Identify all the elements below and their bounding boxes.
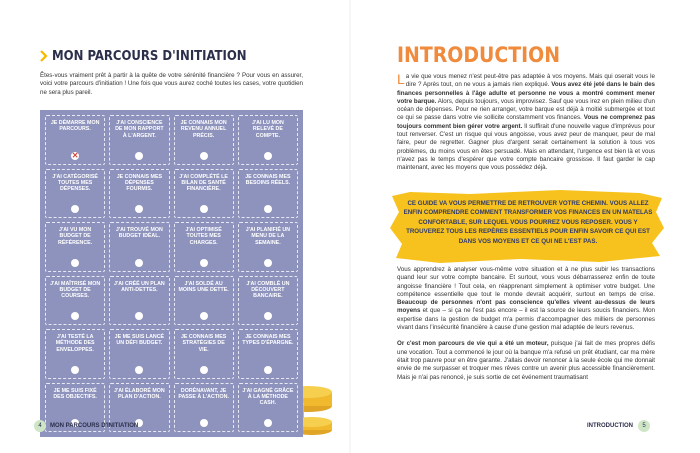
checkbox: [263, 365, 272, 374]
page-number: 4: [34, 420, 46, 432]
callout-text: CE GUIDE VA VOUS PERMETTRE DE RETROUVER …: [403, 200, 653, 245]
checklist-card: JE CONNAIS MES TYPES D'ÉPARGNE.: [237, 329, 298, 379]
card-label: J'AI MAÎTRISÉ MON BUDGET DE COURSES.: [50, 280, 101, 300]
text-run: puisque j'ai fait de mes propres défis u…: [397, 340, 655, 381]
checkbox: [199, 205, 208, 213]
page-title: INTRODUCTION: [397, 43, 561, 67]
page-number: 5: [638, 420, 650, 432]
paragraph: La vie que vous menez n'est peut-être pa…: [397, 71, 656, 173]
checklist-card: J'AI GAGNÉ GRÂCE À LA MÉTHODE CASH.: [237, 382, 298, 432]
text-run: Il suffirait d'une nouvelle vague d'impr…: [397, 122, 656, 172]
intro-text: Êtes-vous vraiment prêt à partir à la qu…: [40, 72, 303, 96]
card-label: JE CONNAIS MES DÉPENSES FOURMIS.: [116, 173, 163, 193]
card-label: J'AI OPTIMISÉ TOUTES MES CHARGES.: [185, 227, 222, 246]
checkbox: [71, 205, 80, 213]
text-run: Vous avez été jeté dans le bain des fina…: [397, 81, 655, 105]
checklist-grid: JE DÉMARRE MON PARCOURS. J'AI CONSCIENCE …: [40, 110, 303, 437]
checkbox: [263, 205, 272, 213]
card-label: J'AI GAGNÉ GRÂCE À LA MÉTHODE CASH.: [242, 387, 294, 407]
text-run: Or c'est mon parcours de vie qui a été u…: [397, 340, 549, 348]
checkbox: [263, 312, 272, 320]
checklist-card: DORÉNAVANT, JE PASSE À L'ACTION.: [173, 382, 234, 432]
checkbox: [135, 365, 144, 374]
checklist-card: JE CONNAIS MES DÉPENSES FOURMIS.: [109, 168, 170, 218]
checklist-card: J'AI CONSCIENCE DE MON RAPPORT À L'ARGEN…: [109, 115, 170, 165]
checklist-card: JE ME SUIS FIXÉ DES OBJECTIFS.: [45, 382, 106, 432]
checklist-card: J'AI ÉLABORÉ MON PLAN D'ACTION.: [109, 382, 170, 432]
checklist-card: J'AI LU MON RELEVÉ DE COMPTE.: [237, 115, 298, 165]
checkbox: [263, 258, 272, 267]
card-label: J'AI CONSCIENCE DE MON RAPPORT À L'ARGEN…: [115, 120, 164, 139]
card-label: JE CONNAIS MES STRATÉGIES DE VIE.: [180, 334, 227, 353]
checkbox: [135, 258, 144, 267]
checklist-card: J'AI TESTÉ LA MÉTHODE DES ENVELOPPES.: [45, 329, 106, 379]
checklist-card: J'AI VU MON BUDGET DE RÉFÉRENCE.: [45, 222, 106, 272]
checklist-card: J'AI SOLDÉ AU MOINS UNE DETTE.: [173, 275, 234, 325]
running-title: INTRODUCTION: [587, 423, 633, 429]
card-label: JE ME SUIS FIXÉ DES OBJECTIFS.: [53, 387, 97, 400]
checkbox: [199, 151, 208, 160]
card-label: J'AI PLANIFIÉ UN MENU DE LA SEMAINE.: [245, 227, 290, 246]
callout-brush: [390, 190, 664, 263]
checkbox: [199, 258, 208, 267]
checkbox: [71, 151, 80, 161]
checklist-card: JE DÉMARRE MON PARCOURS.: [45, 115, 106, 165]
card-label: JE CONNAIS MES TYPES D'ÉPARGNE.: [242, 334, 294, 347]
card-label: J'AI CATÉGORISÉ TOUTES MES DÉPENSES.: [52, 173, 98, 193]
checkbox: [71, 312, 80, 320]
text-run: Vous apprendrez à analyser vous-même vot…: [397, 266, 655, 298]
checklist-card: J'AI CRÉÉ UN PLAN ANTI-DETTES.: [109, 275, 170, 325]
checklist-card: J'AI TROUVÉ MON BUDGET IDÉAL.: [109, 222, 170, 272]
checklist-card: J'AI OPTIMISÉ TOUTES MES CHARGES.: [173, 222, 234, 272]
checkbox: [71, 258, 80, 267]
checkbox: [199, 312, 208, 320]
checklist-card: JE CONNAIS MES STRATÉGIES DE VIE.: [173, 329, 234, 379]
card-label: JE DÉMARRE MON PARCOURS.: [50, 120, 100, 133]
checkbox: [263, 419, 272, 427]
card-label: JE CONNAIS MES BESOINS RÉELS.: [245, 173, 291, 186]
card-label: J'AI TROUVÉ MON BUDGET IDÉAL.: [115, 227, 163, 240]
checkbox: [199, 419, 208, 427]
checklist-card: JE CONNAIS MES BESOINS RÉELS.: [237, 168, 298, 218]
checklist-card: J'AI MAÎTRISÉ MON BUDGET DE COURSES.: [45, 275, 106, 325]
card-label: J'AI LU MON RELEVÉ DE COMPTE.: [251, 120, 284, 139]
running-title: MON PARCOURS D'INITIATION: [50, 423, 139, 429]
card-label: J'AI ÉLABORÉ MON PLAN D'ACTION.: [114, 387, 165, 400]
checklist-card: J'AI PLANIFIÉ UN MENU DE LA SEMAINE.: [237, 222, 298, 272]
checkbox: [263, 151, 272, 160]
checkbox: [71, 365, 80, 374]
card-label: JE CONNAIS MON REVENU ANNUEL PRÉCIS.: [180, 120, 227, 139]
card-label: DORÉNAVANT, JE PASSE À L'ACTION.: [178, 387, 229, 400]
checklist-card: J'AI COMPLÉTÉ LE BILAN DE SANTÉ FINANCIÈ…: [173, 168, 234, 218]
card-label: J'AI COMBLÉ UN DÉCOUVERT BANCAIRE.: [246, 280, 290, 300]
card-label: J'AI TESTÉ LA MÉTHODE DES ENVELOPPES.: [55, 334, 95, 353]
text-run: La vie que vous menez n'est peut-être pa…: [397, 71, 655, 89]
chevron: [40, 50, 48, 62]
card-label: J'AI CRÉÉ UN PLAN ANTI-DETTES.: [114, 280, 165, 293]
checklist-card: J'AI COMBLÉ UN DÉCOUVERT BANCAIRE.: [237, 275, 298, 325]
card-label: J'AI SOLDÉ AU MOINS UNE DETTE.: [178, 280, 229, 293]
checkbox: [135, 312, 144, 320]
text-run: Beaucoup de personnes n'ont pas conscien…: [397, 299, 655, 315]
checkbox: [199, 365, 208, 374]
checklist-card: JE CONNAIS MON REVENU ANNUEL PRÉCIS.: [173, 115, 234, 165]
card-label: J'AI COMPLÉTÉ LE BILAN DE SANTÉ FINANCIÈ…: [179, 173, 228, 193]
text-run: et que – si ça ne l'est pas encore – il …: [397, 307, 655, 332]
paragraph: Vous apprendrez à analyser vous-même vot…: [397, 266, 655, 332]
checklist-card: JE ME SUIS LANCÉ UN DÉFI BUDGET.: [109, 329, 170, 379]
text-run: Alors, depuis toujours, vous improvisez.…: [397, 97, 655, 122]
checkbox: [135, 419, 144, 427]
checklist-card: J'AI CATÉGORISÉ TOUTES MES DÉPENSES.: [45, 168, 106, 218]
text-run: Vous ne comprenez pas toujours comment b…: [397, 114, 656, 130]
paragraph: Or c'est mon parcours de vie qui a été u…: [397, 340, 655, 381]
body-text: Vous apprendrez à analyser vous-même vot…: [397, 266, 655, 390]
card-label: JE ME SUIS LANCÉ UN DÉFI BUDGET.: [114, 334, 165, 347]
checkbox: [135, 205, 144, 213]
checkbox: [135, 151, 144, 160]
card-label: J'AI VU MON BUDGET DE RÉFÉRENCE.: [58, 227, 93, 246]
checkbox: [71, 419, 80, 427]
page-title: MON PARCOURS D'INITIATION: [52, 49, 247, 64]
